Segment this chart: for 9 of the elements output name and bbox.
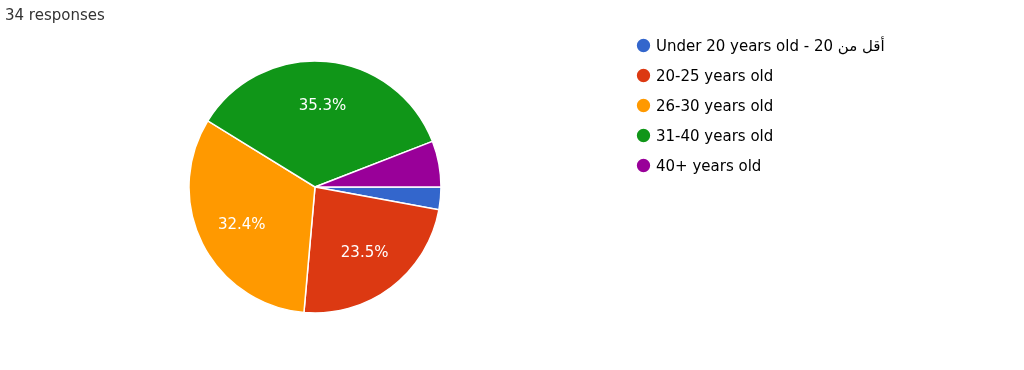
data-label: 32.4% [217, 214, 266, 233]
data-label: 35.3% [298, 96, 347, 115]
legend-label: 26-30 years old [656, 96, 774, 115]
legend-label: Under 20 years old - أقل من 20 [656, 35, 885, 55]
legend-label: 31-40 years old [656, 126, 774, 145]
text: 34 responses [5, 6, 105, 24]
legend-label: 20-25 years old [656, 66, 774, 85]
legend-label: 40+ years old [656, 156, 762, 175]
data-label: 23.5% [340, 243, 389, 262]
